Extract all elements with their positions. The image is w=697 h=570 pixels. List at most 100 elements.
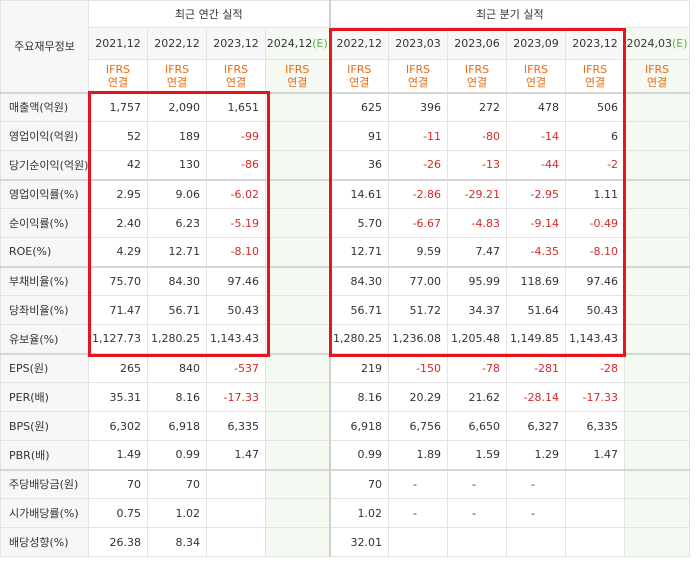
row-label: 영업이익률(%)	[0, 178, 89, 209]
quarter-value-cell: 21.62	[447, 382, 508, 412]
annual-value-cell: 1.02	[147, 498, 207, 528]
table-row: 영업이익률(%) 2.95 9.06 -6.02 14.61 -2.86 -29.21 -2.…	[0, 178, 691, 209]
quarter-value-cell: -2.95	[506, 178, 567, 209]
annual-value-cell	[264, 411, 331, 441]
row-label-header: 주요재무정보	[0, 0, 89, 93]
row-label: PBR(배)	[0, 440, 89, 470]
quarter-value-cell: 51.64	[506, 295, 567, 325]
annual-value-cell: 2,090	[147, 91, 207, 122]
quarter-value-cell: 1.02	[328, 498, 390, 528]
quarter-value-cell: 1,236.08	[388, 324, 449, 354]
quarter-value-cell: 1,205.48	[447, 324, 508, 354]
table-row: 당기순이익(억원) 42 130 -86 36 -26 -13 -44 -2	[0, 150, 691, 180]
quarter-value-cell: 6,756	[388, 411, 449, 441]
annual-value-cell: 1,143.43	[206, 324, 266, 354]
annual-value-cell: 6,302	[88, 411, 148, 441]
table-row: 당좌비율(%) 71.47 56.71 50.43 56.71 51.72 34.37 51.…	[0, 295, 691, 325]
annual-value-cell: 84.30	[147, 265, 207, 296]
quarter-value-cell: 51.72	[388, 295, 449, 325]
annual-value-cell: 6,918	[147, 411, 207, 441]
estimate-marker: (E)	[672, 37, 688, 50]
annual-value-cell: 97.46	[206, 265, 266, 296]
quarter-value-cell	[624, 150, 691, 180]
ifrs-consolidated-label: IFRS 연결	[388, 59, 449, 93]
annual-value-cell: 4.29	[88, 237, 148, 267]
table-row: 순이익률(%) 2.40 6.23 -5.19 5.70 -6.67 -4.83 -9.14-…	[0, 208, 691, 238]
quarter-value-cell: 97.46	[565, 265, 626, 296]
annual-value-cell: 1.47	[206, 440, 266, 470]
quarter-value-cell: -28.14	[506, 382, 567, 412]
quarter-value-cell: -9.14	[506, 208, 567, 238]
quarter-value-cell	[624, 91, 691, 122]
table-row: 시가배당률(%) 0.75 1.02 1.02- - -	[0, 498, 691, 528]
annual-value-cell	[264, 178, 331, 209]
annual-value-cell: 1,651	[206, 91, 266, 122]
ifrs-consolidated-label: IFRS 연결	[624, 59, 691, 93]
quarter-value-cell: -44	[506, 150, 567, 180]
group-header-row: 주요재무정보 최근 연간 실적 최근 분기 실적	[0, 0, 691, 93]
annual-value-cell: 1,757	[88, 91, 148, 122]
quarter-value-cell	[565, 498, 626, 528]
quarter-period-header: 2023,09	[506, 27, 567, 60]
annual-value-cell	[264, 295, 331, 325]
table-row: ROE(%) 4.29 12.71 -8.10 12.71 9.59 7.47 -4.35 -8…	[0, 237, 691, 267]
ifrs-consolidated-label: IFRS 연결	[447, 59, 508, 93]
annual-period-header: 2023,12	[206, 27, 266, 60]
quarter-value-cell	[624, 468, 691, 499]
row-label: 당좌비율(%)	[0, 295, 89, 325]
quarter-value-cell: 6,918	[328, 411, 390, 441]
quarter-value-cell	[624, 237, 691, 267]
quarter-value-cell: 12.71	[328, 237, 390, 267]
quarter-value-cell: -4.83	[447, 208, 508, 238]
table-row: 영업이익(억원) 52 189 -99 91 -11 -80 -14 6	[0, 121, 691, 151]
quarter-value-cell: -	[388, 498, 449, 528]
quarter-value-cell: 1.11	[565, 178, 626, 209]
quarter-value-cell: -	[447, 498, 508, 528]
annual-value-cell	[264, 382, 331, 412]
annual-value-cell: 1.49	[88, 440, 148, 470]
annual-value-cell	[264, 440, 331, 470]
quarter-value-cell: 625	[328, 91, 390, 122]
quarter-value-cell: -17.33	[565, 382, 626, 412]
quarter-value-cell: 1,149.85	[506, 324, 567, 354]
annual-value-cell: 26.38	[88, 527, 148, 557]
quarter-value-cell: -2.86	[388, 178, 449, 209]
annual-value-cell	[264, 352, 331, 383]
annual-value-cell	[206, 468, 266, 499]
quarter-value-cell: 5.70	[328, 208, 390, 238]
estimate-marker: (E)	[312, 37, 328, 50]
quarter-period-header: 2023,06	[447, 27, 508, 60]
annual-value-cell	[264, 468, 331, 499]
quarter-value-cell	[624, 178, 691, 209]
quarter-value-cell: -26	[388, 150, 449, 180]
period-header-row: 2021,12 2022,12 2023,12 2024,12(E) 2022,12 20…	[0, 27, 691, 60]
quarter-value-cell: -14	[506, 121, 567, 151]
quarter-value-cell: -	[506, 498, 567, 528]
quarter-value-cell: 6,650	[447, 411, 508, 441]
row-label: 시가배당률(%)	[0, 498, 89, 528]
quarter-value-cell	[506, 527, 567, 557]
ifrs-consolidated-label: IFRS 연결	[565, 59, 626, 93]
annual-period-header: 2022,12	[147, 27, 207, 60]
annual-value-cell: -17.33	[206, 382, 266, 412]
quarter-value-cell: -78	[447, 352, 508, 383]
quarter-value-cell	[624, 498, 691, 528]
annual-value-cell: 189	[147, 121, 207, 151]
row-label: 유보율(%)	[0, 324, 89, 354]
quarter-value-cell: -2	[565, 150, 626, 180]
quarter-value-cell: 56.71	[328, 295, 390, 325]
quarter-value-cell: 8.16	[328, 382, 390, 412]
quarter-period-header: 2023,12	[565, 27, 626, 60]
annual-value-cell	[206, 498, 266, 528]
annual-value-cell: 6,335	[206, 411, 266, 441]
annual-value-cell: 35.31	[88, 382, 148, 412]
annual-value-cell	[264, 324, 331, 354]
quarter-value-cell: 396	[388, 91, 449, 122]
quarter-value-cell: 6	[565, 121, 626, 151]
annual-value-cell: 0.99	[147, 440, 207, 470]
annual-value-cell	[206, 527, 266, 557]
quarter-value-cell: 84.30	[328, 265, 390, 296]
quarter-value-cell	[624, 527, 691, 557]
annual-value-cell: 12.71	[147, 237, 207, 267]
